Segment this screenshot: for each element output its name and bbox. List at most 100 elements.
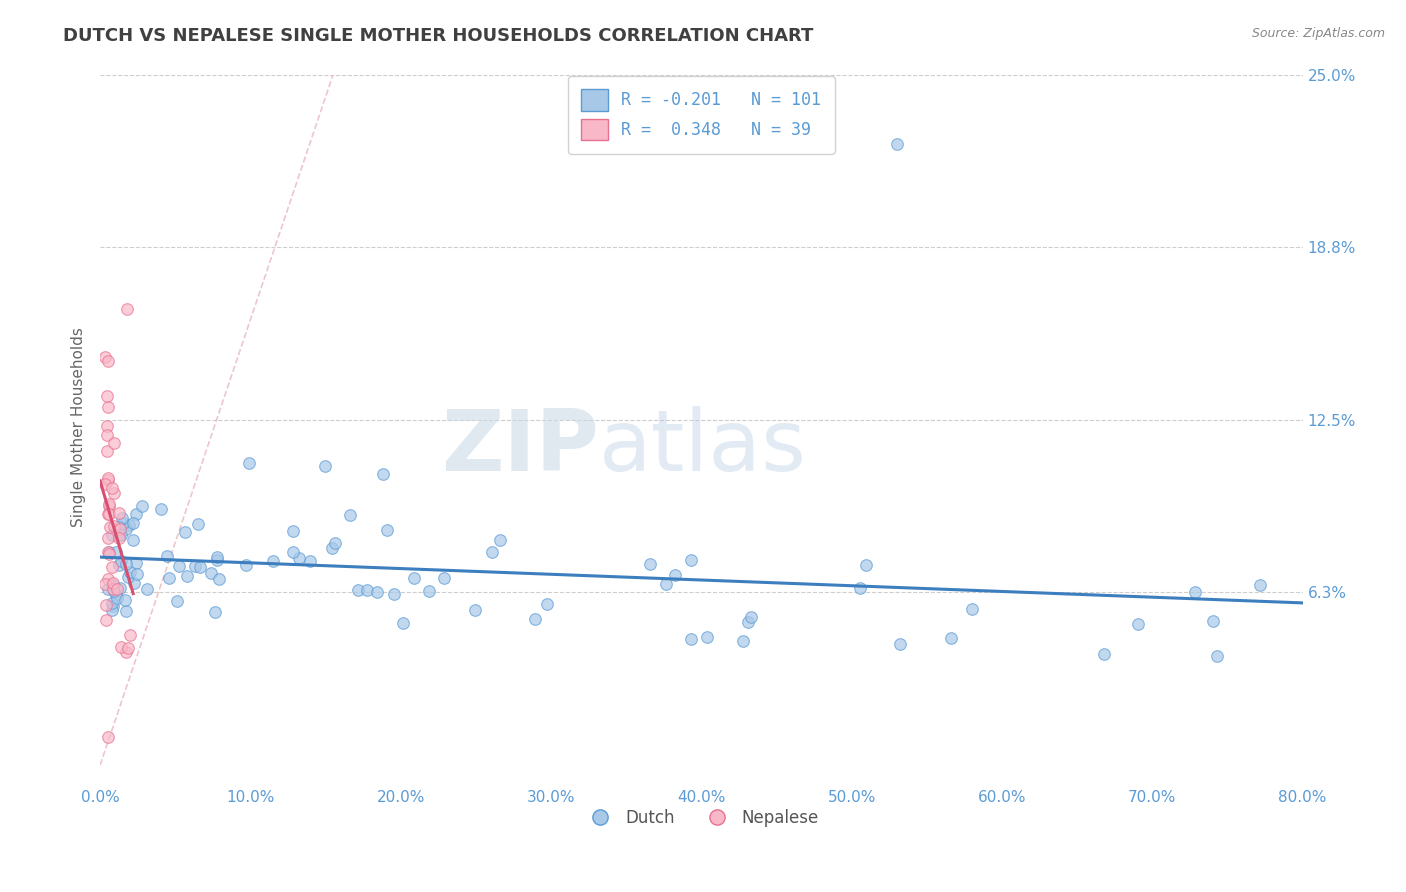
Point	[886, 136, 908, 151]
Point	[855, 558, 877, 573]
Point	[205, 549, 228, 564]
Point	[96, 419, 118, 434]
Point	[105, 591, 128, 605]
Point	[281, 524, 304, 538]
Point	[638, 557, 661, 571]
Point	[101, 560, 124, 574]
Point	[101, 599, 124, 613]
Point	[122, 516, 145, 530]
Point	[118, 518, 141, 533]
Point	[97, 401, 120, 415]
Point	[118, 565, 141, 579]
Point	[103, 575, 125, 590]
Point	[96, 389, 118, 403]
Point	[125, 507, 148, 521]
Point	[433, 571, 456, 585]
Point	[664, 568, 686, 582]
Text: atlas: atlas	[599, 407, 807, 490]
Point	[103, 436, 125, 450]
Text: ZIP: ZIP	[441, 407, 599, 490]
Point	[98, 507, 121, 521]
Point	[94, 351, 117, 365]
Point	[1249, 578, 1271, 592]
Point	[97, 545, 120, 559]
Point	[281, 545, 304, 559]
Point	[481, 545, 503, 559]
Point	[100, 481, 122, 495]
Point	[679, 553, 702, 567]
Point	[114, 593, 136, 607]
Point	[110, 528, 132, 542]
Point	[1126, 616, 1149, 631]
Point	[108, 506, 131, 520]
Point	[97, 507, 120, 521]
Text: DUTCH VS NEPALESE SINGLE MOTHER HOUSEHOLDS CORRELATION CHART: DUTCH VS NEPALESE SINGLE MOTHER HOUSEHOL…	[63, 27, 814, 45]
Point	[188, 560, 211, 574]
Point	[97, 582, 120, 596]
Y-axis label: Single Mother Households: Single Mother Households	[72, 326, 86, 526]
Point	[889, 637, 911, 651]
Point	[960, 602, 983, 616]
Point	[136, 582, 159, 596]
Point	[323, 535, 346, 549]
Text: Source: ZipAtlas.com: Source: ZipAtlas.com	[1251, 27, 1385, 40]
Point	[108, 522, 131, 536]
Point	[107, 528, 129, 542]
Point	[105, 582, 128, 597]
Point	[101, 528, 124, 542]
Point	[103, 584, 125, 599]
Point	[101, 582, 124, 596]
Point	[176, 569, 198, 583]
Point	[1205, 648, 1227, 663]
Point	[125, 566, 148, 581]
Point	[392, 615, 415, 630]
Point	[655, 576, 678, 591]
Point	[103, 485, 125, 500]
Point	[418, 584, 440, 599]
Point	[1202, 614, 1225, 628]
Point	[375, 523, 398, 537]
Point	[112, 516, 135, 531]
Point	[536, 598, 558, 612]
Point	[111, 511, 134, 525]
Point	[110, 554, 132, 568]
Point	[287, 550, 309, 565]
Point	[849, 581, 872, 595]
Point	[382, 587, 405, 601]
Point	[939, 631, 962, 645]
Point	[131, 499, 153, 513]
Point	[96, 427, 118, 442]
Point	[174, 524, 197, 539]
Point	[524, 612, 547, 626]
Point	[150, 502, 173, 516]
Point	[696, 630, 718, 644]
Point	[114, 604, 136, 618]
Point	[118, 628, 141, 642]
Point	[97, 470, 120, 484]
Point	[122, 575, 145, 590]
Point	[339, 508, 361, 523]
Point	[208, 572, 231, 586]
Point	[125, 556, 148, 570]
Point	[262, 554, 284, 568]
Point	[314, 459, 336, 474]
Point	[98, 497, 121, 511]
Point	[97, 499, 120, 513]
Point	[373, 467, 395, 481]
Point	[115, 522, 138, 536]
Point	[103, 519, 125, 533]
Point	[204, 606, 226, 620]
Point	[96, 444, 118, 458]
Point	[98, 547, 121, 561]
Point	[97, 572, 120, 586]
Point	[101, 596, 124, 610]
Point	[96, 599, 118, 613]
Point	[108, 558, 131, 573]
Point	[733, 634, 755, 648]
Point	[98, 520, 121, 534]
Point	[205, 553, 228, 567]
Point	[107, 520, 129, 534]
Point	[346, 583, 368, 598]
Point	[200, 566, 222, 580]
Point	[184, 559, 207, 574]
